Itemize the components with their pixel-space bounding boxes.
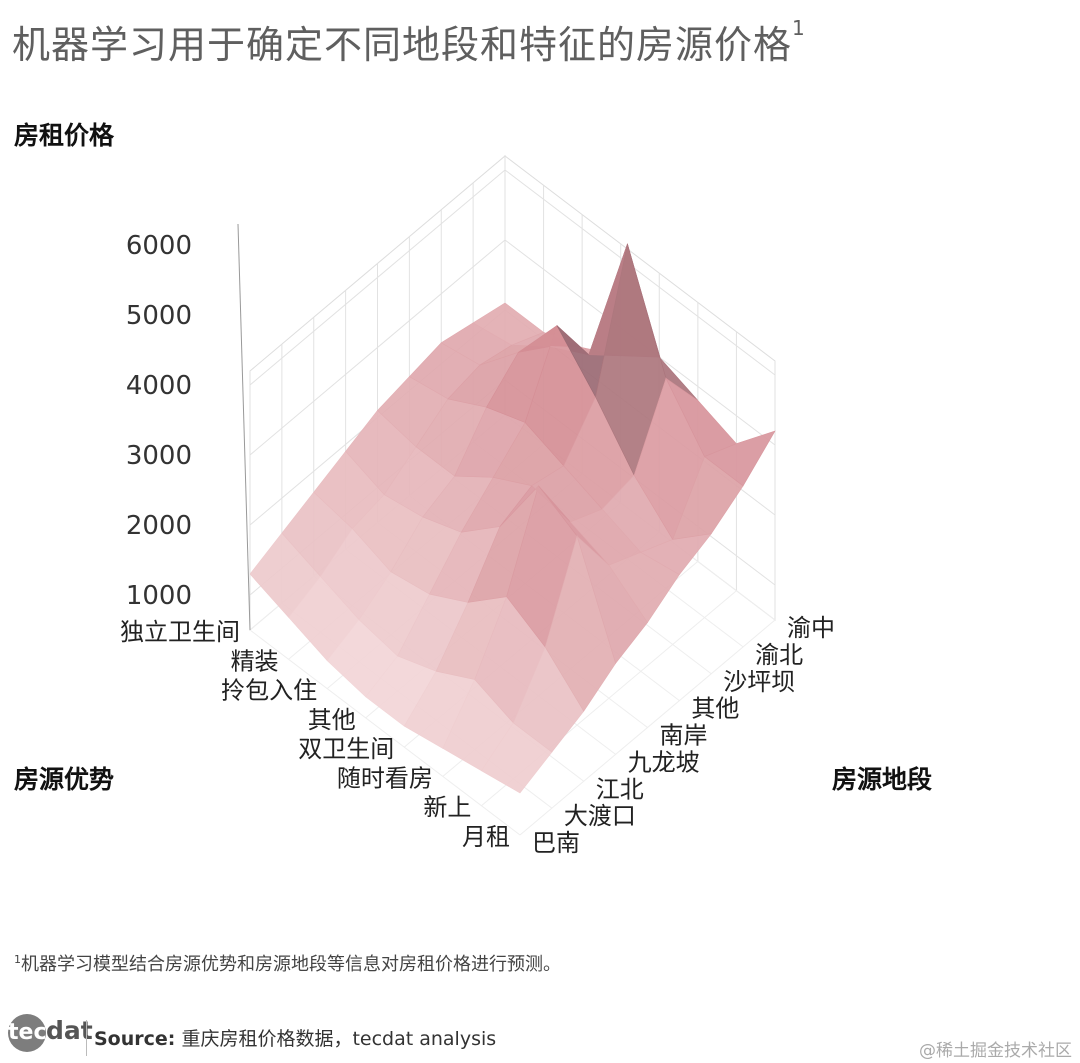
chart-title: 机器学习用于确定不同地段和特征的房源价格1: [12, 14, 806, 69]
logo-circle: tec: [8, 1014, 46, 1052]
logo-divider: [86, 1020, 87, 1056]
z-axis-line: [237, 223, 251, 631]
y-tick-label: 南岸: [660, 722, 708, 750]
surface-patch: [703, 430, 776, 487]
y-tick-label: 大渡口: [564, 802, 636, 830]
z-tick-label: 2000: [126, 511, 192, 541]
logo-text: dat: [46, 1016, 93, 1045]
y-tick-label: 其他: [691, 695, 739, 723]
footnote-text: 机器学习模型结合房源优势和房源地段等信息对房租价格进行预测。: [21, 954, 561, 975]
source-label: Source:: [94, 1028, 176, 1050]
x-axis-label: 房源优势: [14, 765, 115, 794]
z-tick-label: 3000: [126, 441, 192, 471]
source-line: Source: 重庆房租价格数据，tecdat analysis: [94, 1024, 496, 1051]
title-text: 机器学习用于确定不同地段和特征的房源价格: [12, 23, 793, 67]
z-tick-label: 1000: [126, 581, 192, 611]
footnote-mark: 1: [14, 953, 21, 966]
z-tick-label: 4000: [126, 371, 192, 401]
z-tick-label: 5000: [126, 301, 192, 331]
x-tick-label: 拎包入住: [221, 677, 317, 705]
x-tick-label: 精装: [231, 647, 279, 675]
z-axis-label: 房租价格: [14, 121, 115, 150]
wall-gridline: [249, 169, 776, 386]
y-tick-label: 渝北: [755, 641, 803, 669]
x-tick-label: 随时看房: [337, 764, 433, 792]
y-tick-label: 九龙坡: [628, 748, 700, 776]
y-tick-label: 江北: [596, 775, 644, 803]
x-tick-label: 双卫生间: [298, 735, 394, 763]
watermark: @稀土掘金技术社区: [919, 1041, 1072, 1061]
footnote: 1机器学习模型结合房源优势和房源地段等信息对房租价格进行预测。: [14, 950, 561, 976]
tecdat-logo: tecdat: [8, 1014, 93, 1052]
floor-gridline: [249, 629, 521, 836]
y-axis-label: 房源地段: [832, 765, 933, 794]
source-text: 重庆房租价格数据，tecdat analysis: [181, 1028, 497, 1050]
x-tick-label: 其他: [308, 706, 356, 734]
surface-chart: 100020003000400050006000月租新上随时看房双卫生间其他拎包…: [120, 154, 835, 857]
wall-gridline: [249, 239, 776, 456]
x-tick-label: 新上: [423, 794, 471, 822]
x-tick-label: 独立卫生间: [120, 618, 240, 646]
y-tick-label: 渝中: [787, 614, 835, 642]
z-tick-label: 6000: [126, 231, 192, 261]
x-tick-label: 月租: [462, 823, 510, 851]
y-tick-label: 沙坪坝: [723, 668, 795, 696]
title-footnote-mark: 1: [792, 16, 806, 40]
y-tick-label: 巴南: [532, 829, 580, 857]
